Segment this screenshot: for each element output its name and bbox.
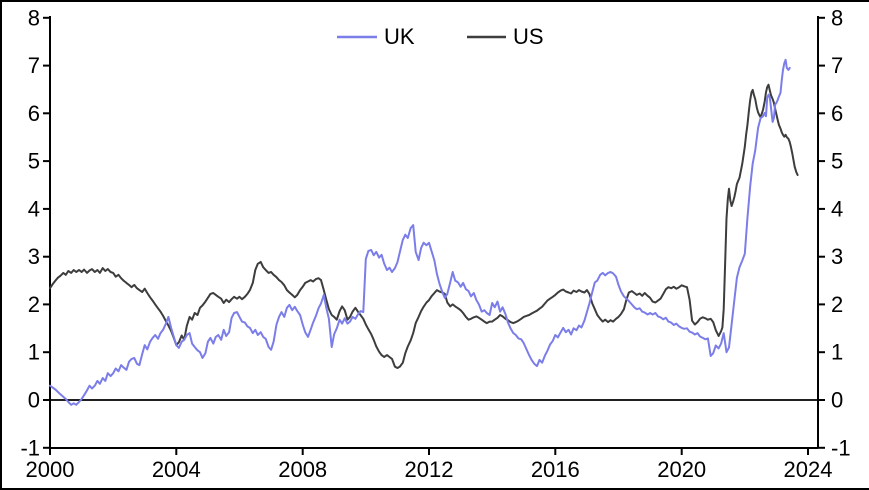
y-axis-right-label: 2 xyxy=(831,292,843,317)
y-axis-right-label: 4 xyxy=(831,196,843,221)
x-axis-labels: 2000 2004 2008 2012 2016 2020 2024 xyxy=(26,457,833,482)
x-axis-label: 2012 xyxy=(405,457,454,482)
y-axis-right-label: 3 xyxy=(831,244,843,269)
series-lines xyxy=(49,58,799,406)
us-series-line xyxy=(49,83,799,369)
y-axis-right-label: 5 xyxy=(831,149,843,174)
y-axis-left-label: 1 xyxy=(28,340,40,365)
y-axis-left-label: 5 xyxy=(28,149,40,174)
image-border-top xyxy=(0,0,869,2)
y-axis-right-label: 1 xyxy=(831,340,843,365)
x-axis-label: 2020 xyxy=(657,457,706,482)
y-axis-left-label: 0 xyxy=(28,388,40,413)
y-axis-right-label: 0 xyxy=(831,388,843,413)
legend: UK US xyxy=(337,24,544,49)
image-border-left xyxy=(0,0,2,490)
image-border-bottom xyxy=(0,488,869,490)
x-axis-label: 2024 xyxy=(784,457,833,482)
y-axis-right-label: 7 xyxy=(831,53,843,78)
y-axis-right-label: 6 xyxy=(831,101,843,126)
y-axis-left-label: 2 xyxy=(28,292,40,317)
y-axis-left-label: 3 xyxy=(28,244,40,269)
y-axis-right-label: 8 xyxy=(831,5,843,30)
x-axis-label: 2000 xyxy=(26,457,75,482)
x-axis-label: 2008 xyxy=(278,457,327,482)
legend-label-us: US xyxy=(513,24,544,49)
y-axis-left-label: 6 xyxy=(28,101,40,126)
y-axis-left-label: -1 xyxy=(20,435,40,460)
x-axis-label: 2016 xyxy=(531,457,580,482)
legend-label-uk: UK xyxy=(384,24,415,49)
y-axis-left-label: 4 xyxy=(28,196,40,221)
y-axis-right-labels: -1 0 1 2 3 4 5 6 7 8 xyxy=(831,5,851,460)
x-axis-label: 2004 xyxy=(152,457,201,482)
y-axis-left-labels: -1 0 1 2 3 4 5 6 7 8 xyxy=(20,5,40,460)
y-axis-right-label: -1 xyxy=(831,435,851,460)
y-axis-left-label: 7 xyxy=(28,53,40,78)
uk-series-line xyxy=(49,58,791,406)
axes xyxy=(43,16,825,455)
y-axis-left-label: 8 xyxy=(28,5,40,30)
